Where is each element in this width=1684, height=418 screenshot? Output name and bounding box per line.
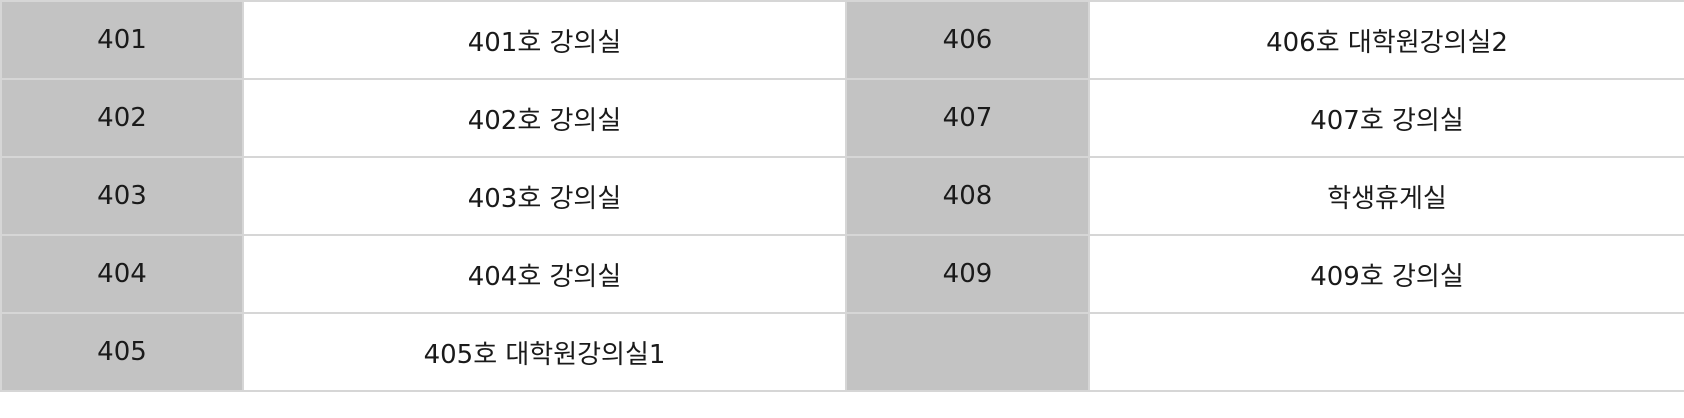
room-name-cell: 402호 강의실 xyxy=(242,78,847,158)
room-number-cell: 408 xyxy=(845,156,1090,236)
room-number-cell: 404 xyxy=(0,234,244,314)
room-name-cell xyxy=(1088,312,1684,392)
table-row: 402 402호 강의실 407 407호 강의실 xyxy=(0,78,1684,158)
table-row: 405 405호 대학원강의실1 xyxy=(0,312,1684,392)
room-name-cell: 405호 대학원강의실1 xyxy=(242,312,847,392)
room-name-cell: 404호 강의실 xyxy=(242,234,847,314)
room-table: 401 401호 강의실 406 406호 대학원강의실2 402 402호 강… xyxy=(0,0,1684,392)
room-name-cell: 407호 강의실 xyxy=(1088,78,1684,158)
room-number-cell: 401 xyxy=(0,0,244,80)
room-name-cell: 401호 강의실 xyxy=(242,0,847,80)
room-number-cell: 405 xyxy=(0,312,244,392)
room-number-cell: 407 xyxy=(845,78,1090,158)
table-row: 404 404호 강의실 409 409호 강의실 xyxy=(0,234,1684,314)
table-row: 403 403호 강의실 408 학생휴게실 xyxy=(0,156,1684,236)
room-number-cell xyxy=(845,312,1090,392)
room-name-cell: 403호 강의실 xyxy=(242,156,847,236)
room-number-cell: 402 xyxy=(0,78,244,158)
room-name-cell: 406호 대학원강의실2 xyxy=(1088,0,1684,80)
room-number-cell: 403 xyxy=(0,156,244,236)
room-number-cell: 406 xyxy=(845,0,1090,80)
room-name-cell: 409호 강의실 xyxy=(1088,234,1684,314)
room-name-cell: 학생휴게실 xyxy=(1088,156,1684,236)
room-number-cell: 409 xyxy=(845,234,1090,314)
table-row: 401 401호 강의실 406 406호 대학원강의실2 xyxy=(0,0,1684,80)
